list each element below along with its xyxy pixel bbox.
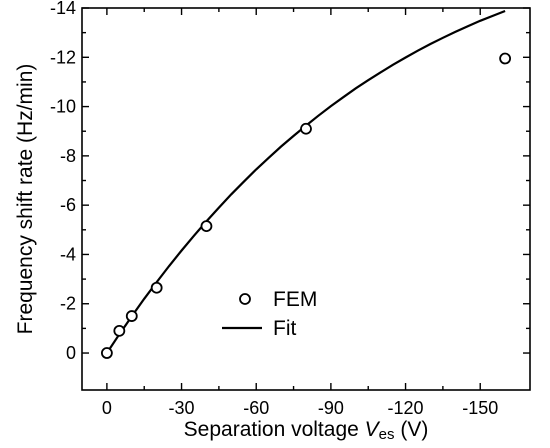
plot-area [100,9,512,359]
x-axis-ticks: 0 -30 -60 -90 -120 -150 [102,8,498,418]
x-tick-label: 0 [102,398,112,418]
fem-point [300,122,312,135]
y-tick-label: -4 [60,244,76,264]
x-tick-label: -90 [318,398,344,418]
legend-fem-label: FEM [273,288,317,311]
y-tick-label: 0 [66,343,76,363]
y-axis-ticks: 0 -2 -4 -6 -8 -10 -12 -14 [50,0,530,363]
fem-point [125,310,138,322]
fem-point [200,220,213,233]
x-axis-title-text: Separation voltage [184,418,365,441]
y-tick-label: -2 [60,294,76,314]
fem-point [150,281,163,294]
fem-point [499,52,512,65]
x-axis-title-variable: V [365,418,381,441]
y-tick-label: -10 [50,97,76,117]
x-tick-label: -120 [388,398,424,418]
x-tick-label: -30 [169,398,195,418]
fem-series [100,52,512,359]
y-tick-label: -14 [50,0,76,18]
legend-fit-label: Fit [273,317,296,340]
legend: FEM Fit [222,288,317,340]
plot-frame [81,7,531,391]
x-axis-title: Separation voltage Ves (V) [184,418,429,443]
x-tick-label: -60 [243,398,269,418]
y-tick-label: -6 [60,195,76,215]
y-tick-label: -12 [50,47,76,67]
fem-point [100,347,113,359]
legend-fem-marker [239,293,251,305]
x-tick-label: -150 [462,398,498,418]
y-axis-title: Frequency shift rate (Hz/min) [14,64,37,335]
fem-point [113,324,126,337]
x-axis-title-subscript: es [379,426,395,443]
x-axis-title-unit: (V) [395,418,429,441]
axes [81,7,531,391]
y-tick-label: -8 [60,146,76,166]
